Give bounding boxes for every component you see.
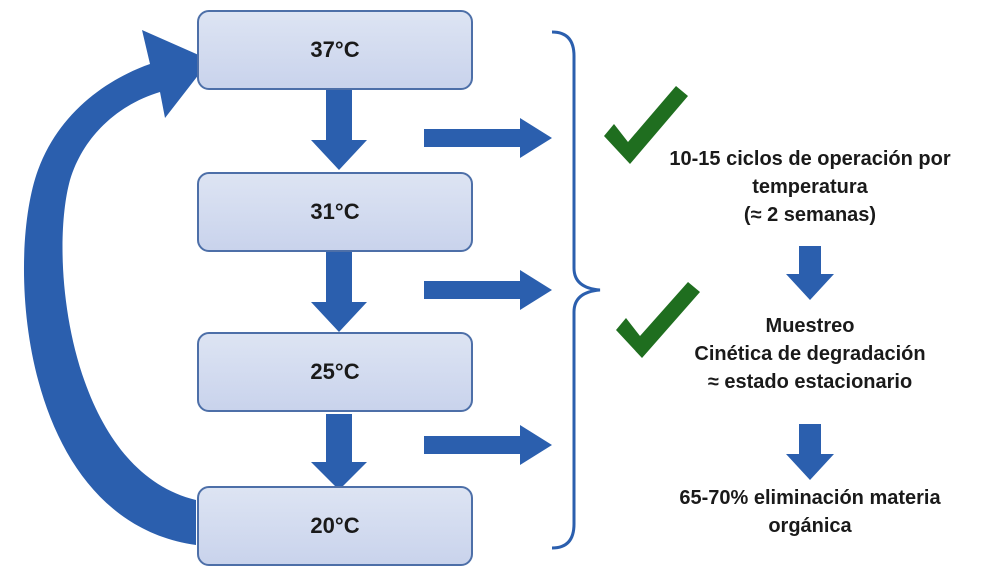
sampling-line: Cinética de degradación (694, 343, 926, 365)
check-icon (616, 282, 700, 358)
outcome-down-arrow-2 (786, 424, 834, 480)
right-brace (551, 30, 601, 550)
removal-text: 65-70% eliminación materia orgánica (640, 484, 980, 540)
temperature-box-37: 37°C (197, 10, 473, 90)
return-loop-arrow (23, 30, 210, 545)
outcome-down-arrow-1 (786, 246, 834, 300)
check-icon (604, 86, 688, 164)
temperature-box-31: 31°C (197, 172, 473, 252)
down-arrow-3 (311, 414, 367, 490)
down-arrow-1 (311, 90, 367, 170)
temperature-box-25: 25°C (197, 332, 473, 412)
removal-line: orgánica (768, 515, 852, 537)
cycles-line: temperatura (752, 176, 868, 198)
removal-line: 65-70% eliminación materia (679, 487, 941, 509)
down-arrow-2 (311, 252, 367, 332)
cycles-line: (≈ 2 semanas) (743, 204, 877, 226)
right-arrow-3 (424, 425, 552, 465)
right-arrow-2 (424, 270, 552, 310)
sampling-line: Muestreo (765, 315, 855, 337)
right-arrow-1 (424, 118, 552, 158)
temperature-label: 20°C (310, 513, 360, 538)
sampling-text: Muestreo Cinética de degradación ≈ estad… (640, 312, 980, 396)
temperature-label: 31°C (310, 199, 360, 224)
temperature-label: 37°C (310, 37, 360, 62)
cycles-line: 10-15 ciclos de operación por (669, 148, 951, 170)
cycles-text: 10-15 ciclos de operación por temperatur… (640, 145, 980, 229)
temperature-label: 25°C (310, 359, 360, 384)
sampling-line: ≈ estado estacionario (707, 371, 913, 393)
temperature-box-20: 20°C (197, 486, 473, 566)
